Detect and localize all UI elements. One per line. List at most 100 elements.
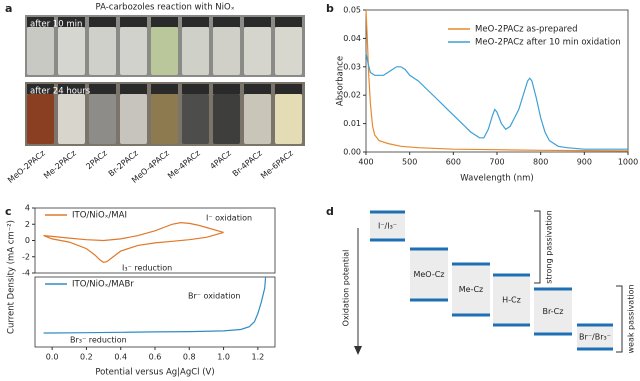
y-tick-label: -2 [22,252,30,261]
y-axis-label: Current Density (mA cm⁻²) [7,220,17,334]
vial [89,94,116,144]
series-line [365,9,629,152]
vial [182,94,209,144]
vial [275,94,302,144]
vial-cap [151,17,178,27]
level-box [534,289,572,334]
level-box [577,325,613,349]
vial-cap [58,84,85,94]
sample-label: 4PACz [208,149,233,172]
vial [244,27,271,75]
x-tick-label: 0.2 [80,353,93,362]
vial [213,27,240,75]
level-box [370,212,405,240]
x-tick-label: 700 [489,158,504,167]
level-label: MeO-Cz [413,270,444,279]
vial [27,27,54,75]
x-tick-label: 600 [446,158,461,167]
legend-label: MeO-2PACz as-prepared [475,25,578,35]
bracket-label: strong passivation [545,210,554,284]
y-tick-label: 0.02 [343,91,361,100]
vial-cap [213,17,240,27]
x-tick-label: 1.0 [217,353,230,362]
arrow-head [354,346,362,355]
vial-cap [89,17,116,27]
panel-label: d [326,205,334,218]
legend-label: ITO/NiOₓ/MABr [72,280,134,290]
series-line [365,52,628,150]
vial [120,27,147,75]
diagram-axis-label: Oxidation potential [342,250,351,327]
annotation: Br₃⁻ reduction [70,336,127,345]
vial [244,94,271,144]
series-line [43,221,224,264]
x-axis-label: Wavelength (nm) [460,174,533,184]
vial-cap [275,17,302,27]
vial [213,94,240,144]
vial-cap [58,17,85,27]
row-label: after 10 min [30,20,82,30]
series-line [43,276,267,334]
level-label: Br-Cz [543,307,564,316]
level-label: Me-Cz [459,285,484,294]
sample-label: 2PACz [84,149,109,172]
vial-cap [120,84,147,94]
x-tick-label: 1.2 [251,353,264,362]
vial-cap [27,17,54,27]
y-tick-label: 0.04 [343,34,361,43]
bracket [616,285,623,353]
vial-cap [244,17,271,27]
bracket-label: weak passivation [627,284,636,353]
y-axis-label: Absorbance [336,56,346,106]
vial-cap [244,84,271,94]
vial-cap [213,84,240,94]
y-tick-label: 0.01 [343,119,361,128]
x-tick-label: 0.8 [183,353,196,362]
vial-cap [120,17,147,27]
vial [151,27,178,75]
x-tick-label: 1000 [618,158,638,167]
level-box [493,275,530,325]
vial-cap [182,17,209,27]
legend-label: MeO-2PACz after 10 min oxidation [475,38,621,48]
vial [27,94,54,144]
level-box [452,264,490,315]
y-tick-label: 0.03 [343,62,361,71]
sample-label: Me-2PACz [42,149,78,181]
panel-label: b [326,2,334,15]
x-tick-label: 0.0 [46,353,59,362]
panel-label: a [5,2,12,15]
y-tick-label: 0.05 [343,6,361,15]
vial-cap [151,84,178,94]
bracket [534,210,541,284]
vial [151,94,178,144]
level-label: H-Cz [502,296,521,305]
x-tick-label: 900 [577,158,592,167]
x-tick-label: 0.6 [149,353,162,362]
vial-cap [27,84,54,94]
vial [58,27,85,75]
level-box [410,249,448,300]
vial-cap [275,84,302,94]
panel-label: c [5,205,12,218]
y-tick-label: 0 [25,236,30,245]
y-tick-label: 2 [25,220,30,229]
vial-cap [182,84,209,94]
level-label: Br⁻/Br₃⁻ [579,333,611,342]
x-tick-label: 500 [402,158,417,167]
level-label: I⁻/I₃⁻ [378,222,397,231]
annotation: I₃⁻ reduction [122,264,172,273]
vial [89,27,116,75]
x-tick-label: 400 [358,158,373,167]
x-tick-label: 0.4 [114,353,127,362]
y-tick-label: 0.00 [343,148,361,157]
vial-cap [89,84,116,94]
sample-label: Me-6PACz [259,149,295,181]
photo-title: PA-carbozoles reaction with NiOₓ [96,3,235,13]
legend-label: ITO/NiOₓ/MAI [72,211,127,221]
sample-label: MeO-2PACz [6,149,47,185]
annotation: Br⁻ oxidation [188,292,240,301]
y-tick-label: -4 [22,269,30,278]
sample-label: Me-4PACz [166,149,202,181]
